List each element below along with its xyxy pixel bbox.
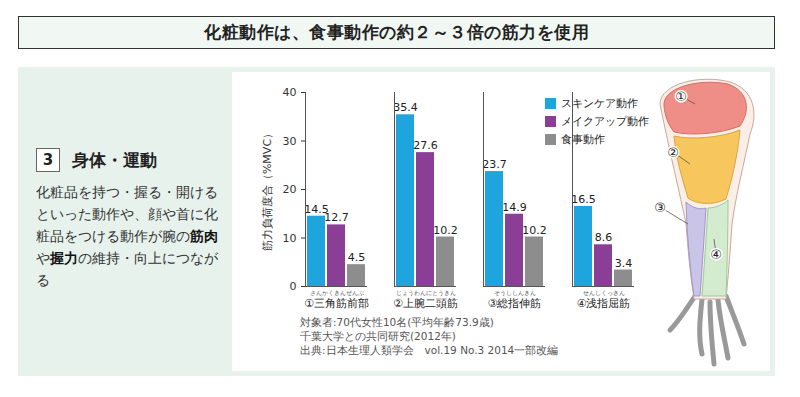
svg-text:20: 20 [283,183,297,196]
html-text:食事動作: 食事動作 [561,132,605,146]
html-text:化粧品を持つ・握る・開けるといった動作や、顔や首に化粧品をつ: 化粧品を持つ・握る・開けるといった動作や、顔や首に化粧品をつける動作が腕の筋肉 [36,184,218,244]
svg-text:そうししんきん: そうししんきん [494,289,536,297]
svg-text:35.4: 35.4 [393,101,418,114]
svg-text:④浅指屈筋: ④浅指屈筋 [577,297,631,310]
svg-text:27.6: 27.6 [413,139,438,152]
svg-text:さんかくきんぜんぶ: さんかくきんぜんぶ [310,289,364,297]
html-text:千葉大学との共同研究(2012年): 千葉大学との共同研究(2012年) [300,330,456,342]
svg-text:②: ② [667,145,679,160]
html-text:対象者:70代女性10名(平均年齢73.9歳): 対象者:70代女性10名(平均年齢73.9歳) [300,316,494,328]
svg-text:10.2: 10.2 [433,224,458,237]
svg-text:40: 40 [283,86,297,99]
svg-text:④: ④ [710,247,722,262]
svg-text:10.2: 10.2 [522,224,547,237]
svg-text:せんしくっきん: せんしくっきん [583,289,625,297]
svg-text:③総指伸筋: ③総指伸筋 [488,297,542,310]
svg-text:③: ③ [654,200,666,215]
svg-text:①三角筋前部: ①三角筋前部 [304,297,369,310]
svg-text:8.6: 8.6 [595,231,613,244]
html-text:出典:日本生理人類学会 vol.19 No.3 2014一部: 出典:日本生理人類学会 vol.19 No.3 2014一部改編 [300,344,559,356]
svg-text:じょうわんにとうきん: じょうわんにとうきん [396,289,456,297]
svg-text:4.5: 4.5 [348,251,366,264]
html-text:や握力の維持・向上につながる: や握力の維持・向上につながる [36,250,218,288]
svg-text:14.5: 14.5 [304,202,329,216]
svg-text:10: 10 [283,232,297,245]
svg-text:3.4: 3.4 [615,257,633,270]
html-text:スキンケア動作: スキンケア動作 [561,96,638,110]
svg-text:②上腕二頭筋: ②上腕二頭筋 [393,297,458,310]
html-text:身体・運動: 身体・運動 [72,149,157,170]
svg-text:0: 0 [290,280,297,293]
svg-text:14.9: 14.9 [502,201,527,214]
svg-text:12.7: 12.7 [324,211,349,224]
svg-text:23.7: 23.7 [482,158,507,171]
svg-text:①: ① [675,89,687,104]
html-text:メイクアップ動作: メイクアップ動作 [561,114,649,128]
html-text:化粧動作は、食事動作の約２～３倍の筋力を使用: 化粧動作は、食事動作の約２～３倍の筋力を使用 [204,22,589,42]
svg-text:16.5: 16.5 [571,193,596,206]
svg-text:筋力負荷度合（%MVC）: 筋力負荷度合（%MVC） [261,128,274,251]
svg-text:30: 30 [283,135,297,148]
html-text:3: 3 [42,151,54,169]
